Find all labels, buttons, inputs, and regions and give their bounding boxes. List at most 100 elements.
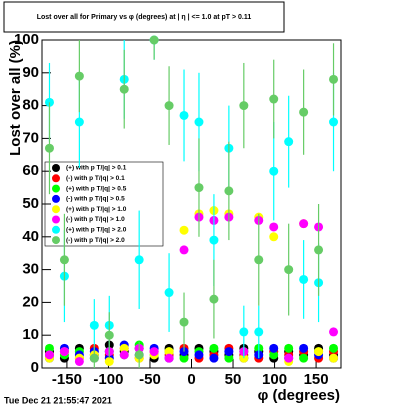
x-tick-label: 50 (225, 371, 242, 388)
legend-label: (-) with p T/|q| > 0.5 (66, 196, 125, 203)
data-point (269, 222, 279, 232)
data-point (209, 235, 219, 245)
data-point (149, 347, 159, 357)
data-point (254, 255, 264, 265)
y-tick-label: 60 (22, 162, 39, 179)
legend-label: (+) with p T/|q| > 1.0 (66, 206, 127, 213)
x-tick-label: 100 (262, 371, 287, 388)
x-tick-label: -150 (52, 371, 82, 388)
data-point (329, 353, 339, 363)
legend-label: (+) with p T/|q| > 0.1 (66, 165, 127, 172)
legend-marker (52, 164, 60, 172)
data-point (329, 74, 339, 84)
data-point (269, 94, 279, 104)
data-point (299, 274, 309, 284)
data-point (74, 71, 84, 81)
data-point (209, 294, 219, 304)
data-point (329, 117, 339, 127)
data-point (89, 320, 99, 330)
y-tick-label: 50 (22, 195, 39, 212)
y-axis-label: Lost over all (%) (7, 40, 24, 156)
data-point (299, 107, 309, 117)
data-point (134, 350, 144, 360)
data-point (179, 353, 189, 363)
data-point (314, 347, 324, 357)
data-point (179, 110, 189, 120)
data-point (329, 327, 339, 337)
data-point (89, 353, 99, 363)
legend-marker (52, 194, 60, 203)
y-tick-label: 80 (22, 97, 39, 114)
y-tick-label: 100 (14, 31, 39, 48)
data-point (224, 347, 234, 357)
data-point (179, 225, 189, 235)
data-point (209, 353, 219, 363)
data-point (224, 186, 234, 196)
data-point (194, 117, 204, 127)
y-tick-label: 30 (22, 261, 39, 278)
data-point (314, 245, 324, 255)
data-point (284, 343, 294, 353)
y-tick-label: 90 (22, 64, 39, 81)
data-point (164, 353, 174, 363)
data-point (149, 35, 159, 45)
y-tick-label: 20 (22, 293, 39, 310)
legend-marker (52, 236, 60, 245)
data-point (179, 245, 189, 255)
data-point (224, 353, 234, 363)
title-box (3, 1, 285, 33)
y-tick-label: 40 (22, 228, 39, 245)
data-point (119, 84, 129, 94)
data-point (59, 255, 69, 265)
legend-marker (52, 205, 60, 214)
data-point (299, 343, 309, 353)
timestamp: Tue Dec 21 21:55:47 2021 (4, 395, 112, 405)
y-tick-label: 70 (22, 129, 39, 146)
legend-marker (52, 225, 60, 234)
data-point (104, 356, 114, 366)
legend-label: (-) with p T/|q| > 2.0 (66, 237, 125, 244)
data-point (269, 166, 279, 176)
legend-marker (52, 215, 60, 224)
data-point (284, 137, 294, 147)
chart-title: Lost over all for Primary vs φ (degrees)… (37, 14, 252, 21)
legend-label: (+) with p T/|q| > 0.5 (66, 185, 127, 192)
data-point (44, 343, 54, 353)
data-point (299, 219, 309, 229)
data-point (59, 347, 69, 357)
data-point (269, 350, 279, 360)
data-point (239, 327, 249, 337)
legend-marker (52, 174, 60, 183)
data-point (164, 101, 174, 111)
x-tick-label: 150 (304, 371, 329, 388)
data-point (164, 288, 174, 298)
data-point (194, 350, 204, 360)
legend-label: (-) with p T/|q| > 0.1 (66, 175, 125, 182)
data-point (119, 350, 129, 360)
x-tick-label: -100 (93, 371, 123, 388)
x-tick-label: -50 (139, 371, 161, 388)
data-point (209, 343, 219, 353)
data-point (299, 353, 309, 363)
data-point (269, 232, 279, 242)
x-axis-label: φ (degrees) (258, 387, 340, 404)
data-point (164, 347, 174, 357)
data-point (284, 353, 294, 363)
data-point (134, 255, 144, 265)
data-point (329, 343, 339, 353)
legend-marker (52, 184, 60, 193)
y-tick-label: 0 (31, 359, 39, 376)
data-point (239, 101, 249, 111)
data-point (119, 343, 129, 353)
data-point (44, 143, 54, 153)
data-point (104, 330, 114, 340)
y-tick-label: 10 (22, 326, 39, 343)
legend-label: (+) with p T/|q| > 2.0 (66, 227, 127, 234)
data-point (284, 265, 294, 275)
data-point (269, 343, 279, 353)
data-point (254, 327, 264, 337)
data-point (74, 117, 84, 127)
legend-label: (-) with p T/|q| > 1.0 (66, 216, 125, 223)
data-point (74, 356, 84, 366)
